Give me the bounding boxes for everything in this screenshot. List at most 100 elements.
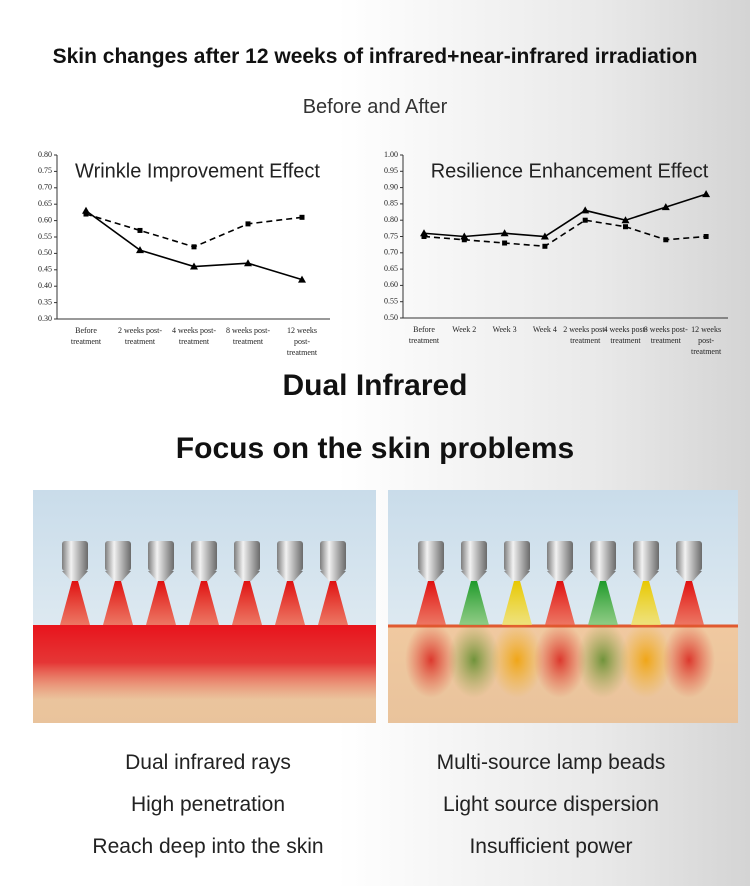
light-beam bbox=[189, 581, 219, 625]
y-tick-label: 0.75 bbox=[384, 231, 398, 240]
caption: High penetration bbox=[130, 793, 286, 816]
section-subheading: Focus on the skin problems bbox=[175, 432, 575, 465]
lamp-nozzle bbox=[148, 571, 174, 581]
lamp-body bbox=[504, 541, 530, 571]
marker bbox=[542, 243, 548, 249]
lamp-nozzle bbox=[633, 571, 659, 581]
light-beam bbox=[416, 581, 446, 625]
marker bbox=[702, 190, 711, 198]
x-tick-label: Week 4 bbox=[532, 325, 557, 334]
light-spot bbox=[448, 622, 500, 698]
marker bbox=[703, 234, 709, 239]
marker bbox=[500, 229, 509, 237]
marker bbox=[661, 203, 670, 211]
lamp-body bbox=[676, 541, 702, 571]
x-tick-label: Before treatment bbox=[70, 326, 102, 346]
marker bbox=[83, 211, 89, 217]
lamp-nozzle bbox=[191, 571, 217, 581]
y-tick-label: 0.70 bbox=[38, 183, 52, 192]
y-tick-label: 0.40 bbox=[38, 281, 52, 290]
light-beam bbox=[60, 581, 90, 625]
caption: Reach deep into the skin bbox=[92, 835, 324, 858]
light-spot bbox=[405, 622, 457, 698]
chart-title: Resilience Enhancement Effect bbox=[431, 160, 709, 182]
light-beam bbox=[631, 581, 661, 625]
marker bbox=[621, 216, 630, 224]
light-spot bbox=[534, 622, 586, 698]
lamp-nozzle bbox=[234, 571, 260, 581]
marker bbox=[244, 259, 252, 267]
page-subtitle: Before and After bbox=[302, 96, 448, 118]
y-tick-label: 0.90 bbox=[384, 182, 398, 191]
marker bbox=[298, 275, 306, 283]
x-tick-label: 4 weeks post-treatment bbox=[603, 325, 648, 345]
marker bbox=[582, 217, 588, 223]
page-title: Skin changes after 12 weeks of infrared+… bbox=[52, 45, 698, 68]
marker bbox=[461, 237, 467, 243]
lamp-nozzle bbox=[461, 571, 487, 581]
marker bbox=[540, 232, 549, 240]
caption: Light source dispersion bbox=[443, 793, 659, 816]
y-tick-label: 0.65 bbox=[38, 199, 52, 208]
x-tick-label: 4 weeks post-treatment bbox=[172, 326, 216, 346]
x-tick-label: 8 weeks post-treatment bbox=[226, 326, 270, 346]
lamp-body bbox=[148, 541, 174, 571]
x-tick-label: Before treatment bbox=[408, 325, 440, 345]
light-beam bbox=[545, 581, 575, 625]
y-tick-label: 0.95 bbox=[384, 166, 398, 175]
y-tick-label: 0.70 bbox=[384, 248, 398, 257]
lamp-body bbox=[633, 541, 659, 571]
lamp-nozzle bbox=[277, 571, 303, 581]
lamp-body bbox=[62, 541, 88, 571]
lamp-body bbox=[320, 541, 346, 571]
marker bbox=[581, 206, 590, 214]
lamp-nozzle bbox=[590, 571, 616, 581]
chart: 0.30 0.35 0.40 0.45 0.50 0.55 0.60 0.65 0.70 0.75… bbox=[38, 150, 330, 323]
lamp-nozzle bbox=[320, 571, 346, 581]
y-tick-label: 0.50 bbox=[384, 313, 398, 322]
lamp-body bbox=[590, 541, 616, 571]
lamp-nozzle bbox=[676, 571, 702, 581]
x-tick-label: Week 2 bbox=[452, 325, 477, 334]
x-tick-label: 2 weeks post-treatment bbox=[563, 325, 608, 345]
chart: 0.50 0.55 0.60 0.65 0.70 0.75 0.80 0.85 0.90 0.95… bbox=[384, 150, 728, 322]
light-beam bbox=[146, 581, 176, 625]
series-line bbox=[423, 219, 707, 248]
y-tick-label: 0.80 bbox=[38, 150, 52, 159]
lamp-body bbox=[277, 541, 303, 571]
lamp-body bbox=[234, 541, 260, 571]
x-tick-label: 8 weeks post-treatment bbox=[643, 325, 688, 345]
lamp-body bbox=[418, 541, 444, 571]
chart-title: Wrinkle Improvement Effect bbox=[75, 160, 320, 182]
red-band bbox=[33, 625, 376, 700]
y-tick-label: 0.55 bbox=[38, 232, 52, 241]
lamp-body bbox=[461, 541, 487, 571]
y-tick-label: 0.30 bbox=[38, 314, 52, 323]
lamp-body bbox=[547, 541, 573, 571]
y-tick-label: 0.60 bbox=[38, 215, 52, 224]
lamp-nozzle bbox=[547, 571, 573, 581]
lamp-body bbox=[105, 541, 131, 571]
y-tick-label: 0.50 bbox=[38, 248, 52, 257]
light-beam bbox=[588, 581, 618, 625]
y-tick-label: 0.55 bbox=[384, 297, 398, 306]
marker bbox=[421, 234, 427, 239]
marker bbox=[137, 227, 143, 233]
lamp-body bbox=[191, 541, 217, 571]
caption: Insufficient power bbox=[469, 835, 633, 858]
light-beam bbox=[275, 581, 305, 625]
marker bbox=[190, 262, 198, 270]
series-line bbox=[423, 193, 707, 238]
x-tick-label: 12 weeks post-treatment bbox=[286, 326, 318, 357]
y-tick-label: 0.80 bbox=[384, 215, 398, 224]
lamp-nozzle bbox=[105, 571, 131, 581]
section-heading: Dual Infrared bbox=[282, 369, 468, 402]
y-tick-label: 0.85 bbox=[384, 199, 398, 208]
y-tick-label: 1.00 bbox=[384, 150, 398, 159]
y-tick-label: 0.65 bbox=[384, 264, 398, 273]
light-spot bbox=[577, 622, 629, 698]
y-tick-label: 0.60 bbox=[384, 280, 398, 289]
y-tick-label: 0.45 bbox=[38, 265, 52, 274]
light-spot bbox=[620, 622, 672, 698]
